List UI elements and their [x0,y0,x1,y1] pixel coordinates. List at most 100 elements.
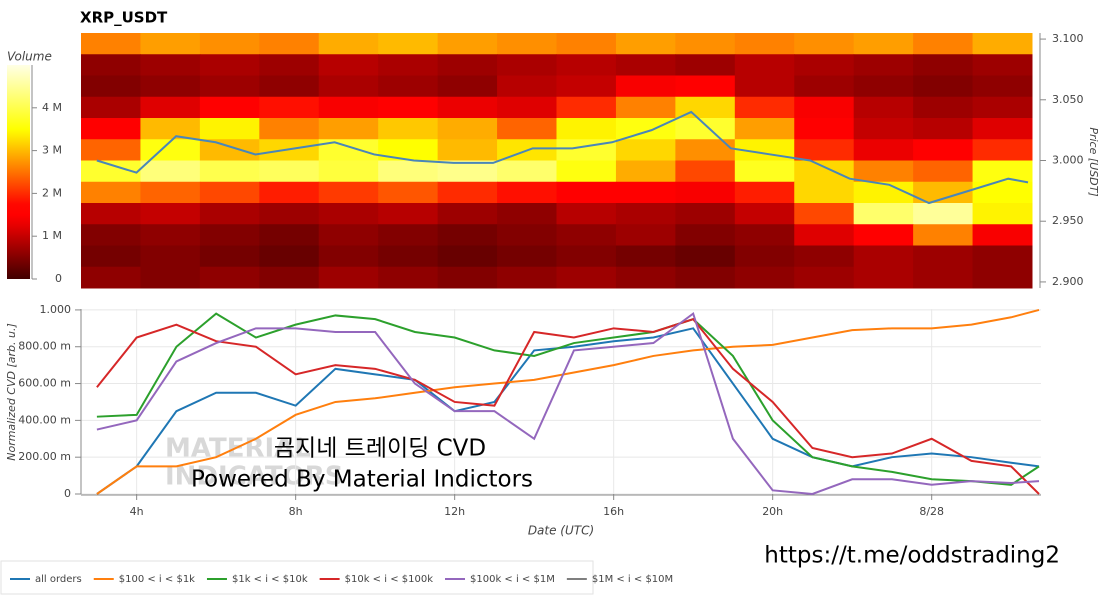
heatmap-cell [259,33,320,55]
heatmap-cell [199,181,260,204]
heatmap-cell [437,266,498,289]
heatmap-cell [318,54,379,76]
heatmap-cell [615,224,676,246]
heatmap-cell [378,245,439,268]
heatmap-cell [259,224,320,246]
heatmap-cell [140,33,201,55]
annotation: https://t.me/oddstrading2 [764,543,1060,569]
heatmap-cell [497,75,557,98]
heatmap-cell [853,75,914,98]
heatmap-cell [734,75,795,98]
y-tick-label: 1.000 [40,303,72,316]
heatmap-cell [794,139,855,161]
heatmap-cell [853,54,914,76]
heatmap-cell [972,160,1033,183]
heatmap-cell [556,203,617,225]
heatmap-cell [734,181,795,204]
y-tick-label: 3.100 [1052,32,1084,45]
heatmap-cell [140,96,201,119]
heatmap-cell [913,266,974,289]
heatmap-cell [556,160,617,183]
colorbar-tick-label: 2 M [42,186,62,199]
y-axis-label: Price [USDT] [1087,127,1100,196]
heatmap-cell [318,75,379,98]
heatmap-cell [497,181,557,204]
heatmap-cell [615,245,676,268]
heatmap-cell [378,118,439,140]
heatmap-cell [853,203,914,225]
heatmap-cell [556,224,617,246]
colorbar-tick-label: 1 M [42,229,62,242]
heatmap-cell [794,96,855,119]
heatmap-cell [972,139,1033,161]
heatmap-cell [675,160,736,183]
heatmap-cell [259,181,320,204]
heatmap-cell [734,203,795,225]
heatmap-cell [615,203,676,225]
heatmap-cell [615,118,676,140]
x-tick-label: 8h [289,505,303,518]
heatmap-cell [199,75,260,98]
heatmap-cell [437,181,498,204]
heatmap-cell [259,160,320,183]
heatmap-cell [199,118,260,140]
heatmap-cell [675,33,736,55]
heatmap-cell [140,54,201,76]
heatmap-cell [497,33,557,55]
heatmap-cell [497,160,557,183]
heatmap-cell [972,33,1033,55]
heatmap-cell [81,160,141,183]
heatmap-cell [378,96,439,119]
heatmap-cell [318,224,379,246]
heatmap-cell [913,203,974,225]
heatmap-cell [794,245,855,268]
heatmap-cell [853,160,914,183]
heatmap-cell [794,266,855,289]
heatmap-cell [81,75,141,98]
heatmap-cell [556,54,617,76]
heatmap-cell [318,266,379,289]
heatmap-cell [378,160,439,183]
heatmap-cell [556,266,617,289]
heatmap-cell [675,118,736,140]
heatmap-cell [140,245,201,268]
heatmap-cell [199,203,260,225]
heatmap-cell [615,96,676,119]
heatmap-cell [259,118,320,140]
heatmap-cell [437,118,498,140]
x-tick-label: 16h [603,505,624,518]
heatmap-cell [972,203,1033,225]
heatmap-cell [734,266,795,289]
heatmap-cell [675,266,736,289]
heatmap-cell [794,181,855,204]
heatmap-cell [378,181,439,204]
heatmap-cell [318,139,379,161]
heatmap-cell [259,75,320,98]
y-tick-label: 2.900 [1052,275,1084,288]
heatmap-cell [497,118,557,140]
heatmap-cell [140,266,201,289]
heatmap-cell [378,75,439,98]
heatmap-cell [972,266,1033,289]
heatmap-cell [913,224,974,246]
cvd-line [96,327,1040,495]
heatmap-cell [318,160,379,183]
heatmap-cell [81,181,141,204]
heatmap-cell [734,118,795,140]
heatmap-cell [437,33,498,55]
colorbar-title: Volume [7,50,52,64]
heatmap-cell [259,266,320,289]
heatmap-cell [734,160,795,183]
heatmap-cell [972,96,1033,119]
watermark: INDICATORS [165,462,343,492]
heatmap-cell [437,160,498,183]
heatmap-cell [556,118,617,140]
heatmap-cell [81,96,141,119]
heatmap-cell [734,33,795,55]
heatmap-cell [318,181,379,204]
heatmap-cell [140,160,201,183]
heatmap-cell [199,245,260,268]
heatmap-cell [556,75,617,98]
heatmap-cell [318,203,379,225]
heatmap-cell [615,160,676,183]
